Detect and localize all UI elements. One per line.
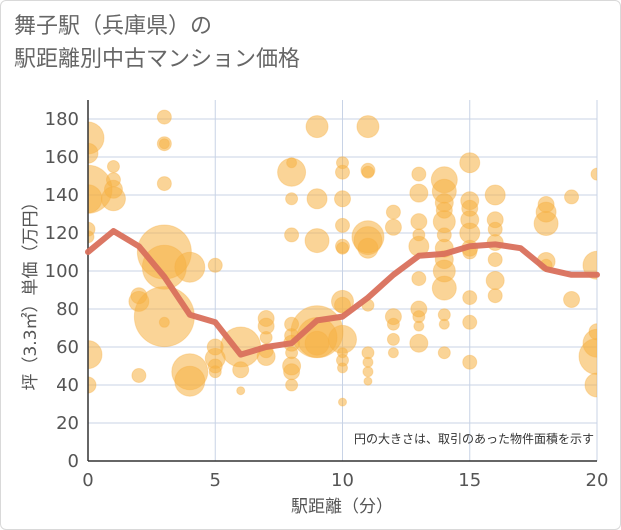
data-point-bubble (131, 368, 147, 383)
data-point-bubble (106, 160, 120, 173)
data-point-bubble (158, 316, 170, 328)
x-tick-label: 0 (82, 470, 93, 491)
data-point-bubble (158, 138, 170, 150)
x-tick-label: 5 (210, 470, 221, 491)
data-point-bubble (564, 189, 580, 205)
data-point-bubble (361, 165, 375, 179)
x-tick-label: 20 (586, 470, 609, 491)
data-point-bubble (487, 288, 503, 304)
axes (87, 100, 597, 462)
data-point-bubble (462, 314, 478, 330)
data-point-bubble (88, 142, 99, 164)
data-point-bubble (335, 164, 350, 180)
data-point-bubble (100, 186, 126, 212)
x-tick-label: 15 (458, 470, 481, 491)
data-point-bubble (413, 320, 425, 332)
y-axis-title: 坪（3.3㎡）単価（万円） (21, 193, 41, 390)
y-tick-label: 0 (68, 451, 79, 472)
data-point-bubble (88, 230, 95, 244)
data-point-bubble (207, 257, 223, 273)
data-point-bubble (236, 386, 246, 396)
data-point-bubble (306, 188, 328, 210)
data-point-bubble (357, 237, 379, 259)
x-axis-title: 駅距離（分） (291, 497, 393, 517)
y-tick-label: 20 (56, 413, 79, 434)
data-point-bubble (563, 291, 581, 308)
data-point-bubble (385, 204, 401, 220)
data-point-bubble (438, 318, 450, 330)
data-point-bubble (285, 378, 299, 392)
data-point-bubble (232, 361, 250, 379)
data-point-bubble (484, 184, 506, 206)
data-point-bubble (584, 372, 597, 398)
data-point-bubble (304, 228, 330, 254)
data-point-bubble (334, 190, 351, 208)
data-point-bubble (431, 275, 457, 301)
y-tick-label: 80 (56, 299, 79, 320)
y-tick-label: 160 (45, 147, 79, 168)
average-price-line (85, 228, 600, 358)
data-point-bubble (259, 331, 273, 344)
data-point-bubble (533, 211, 559, 236)
data-point-bubble (304, 330, 330, 356)
data-point-bubble (156, 176, 172, 192)
data-point-bubble (411, 271, 427, 287)
data-point-bubble (88, 376, 97, 394)
y-tick-label: 40 (56, 375, 79, 396)
y-tick-label: 140 (45, 185, 79, 206)
data-point-bubble (386, 332, 400, 346)
tick-labels: 0 5 10 15 20 0 20 40 60 80 100 120 140 160 180 (45, 109, 609, 491)
data-point-bubble (410, 213, 428, 231)
data-point-bubble (285, 192, 299, 206)
data-point-bubble (284, 227, 300, 243)
data-point-bubble (156, 109, 172, 125)
data-point-bubble (174, 251, 206, 283)
chart-title-line-1: 舞子駅（兵庫県）の (14, 14, 213, 39)
data-point-bubble (338, 397, 347, 407)
data-point-bubble (356, 115, 380, 139)
data-point-bubble (283, 363, 301, 381)
data-point-bubble (437, 346, 451, 360)
y-tick-label: 120 (45, 223, 79, 244)
data-point-bubble (409, 183, 429, 203)
trend-line-layer (85, 228, 600, 358)
bubble-layer (88, 109, 597, 407)
data-point-bubble (335, 217, 350, 233)
data-point-bubble (305, 115, 329, 139)
x-tick-label: 10 (331, 470, 354, 491)
data-point-bubble (411, 166, 427, 182)
data-point-bubble (409, 333, 429, 353)
data-point-bubble (88, 340, 103, 370)
data-point-bubble (578, 338, 597, 375)
data-point-bubble (487, 252, 503, 268)
data-point-bubble (459, 152, 481, 174)
y-tick-label: 60 (56, 337, 79, 358)
data-point-bubble (386, 317, 400, 331)
data-point-bubble (362, 366, 374, 378)
chart-title: 舞子駅（兵庫県）の 駅距離別中古マンション価格 (14, 10, 300, 76)
data-point-bubble (384, 218, 402, 236)
data-point-bubble (462, 354, 478, 370)
data-point-bubble (485, 271, 505, 290)
data-point-bubble (337, 362, 348, 374)
data-point-bubble (590, 167, 597, 181)
data-point-bubble (336, 241, 349, 255)
y-tick-label: 100 (45, 261, 79, 282)
data-point-bubble (133, 286, 195, 348)
data-point-bubble (387, 347, 399, 359)
bubble-size-note: 円の大きさは、取引のあった物件面積を示す (354, 431, 594, 446)
data-point-bubble (462, 290, 478, 306)
data-point-bubble (363, 376, 373, 386)
data-point-bubble (277, 157, 307, 187)
data-point-bubble (174, 365, 206, 397)
data-point-bubble (362, 356, 374, 368)
chart-title-line-2: 駅距離別中古マンション価格 (14, 47, 301, 72)
data-point-bubble (208, 365, 222, 379)
y-tick-label: 180 (45, 109, 79, 130)
